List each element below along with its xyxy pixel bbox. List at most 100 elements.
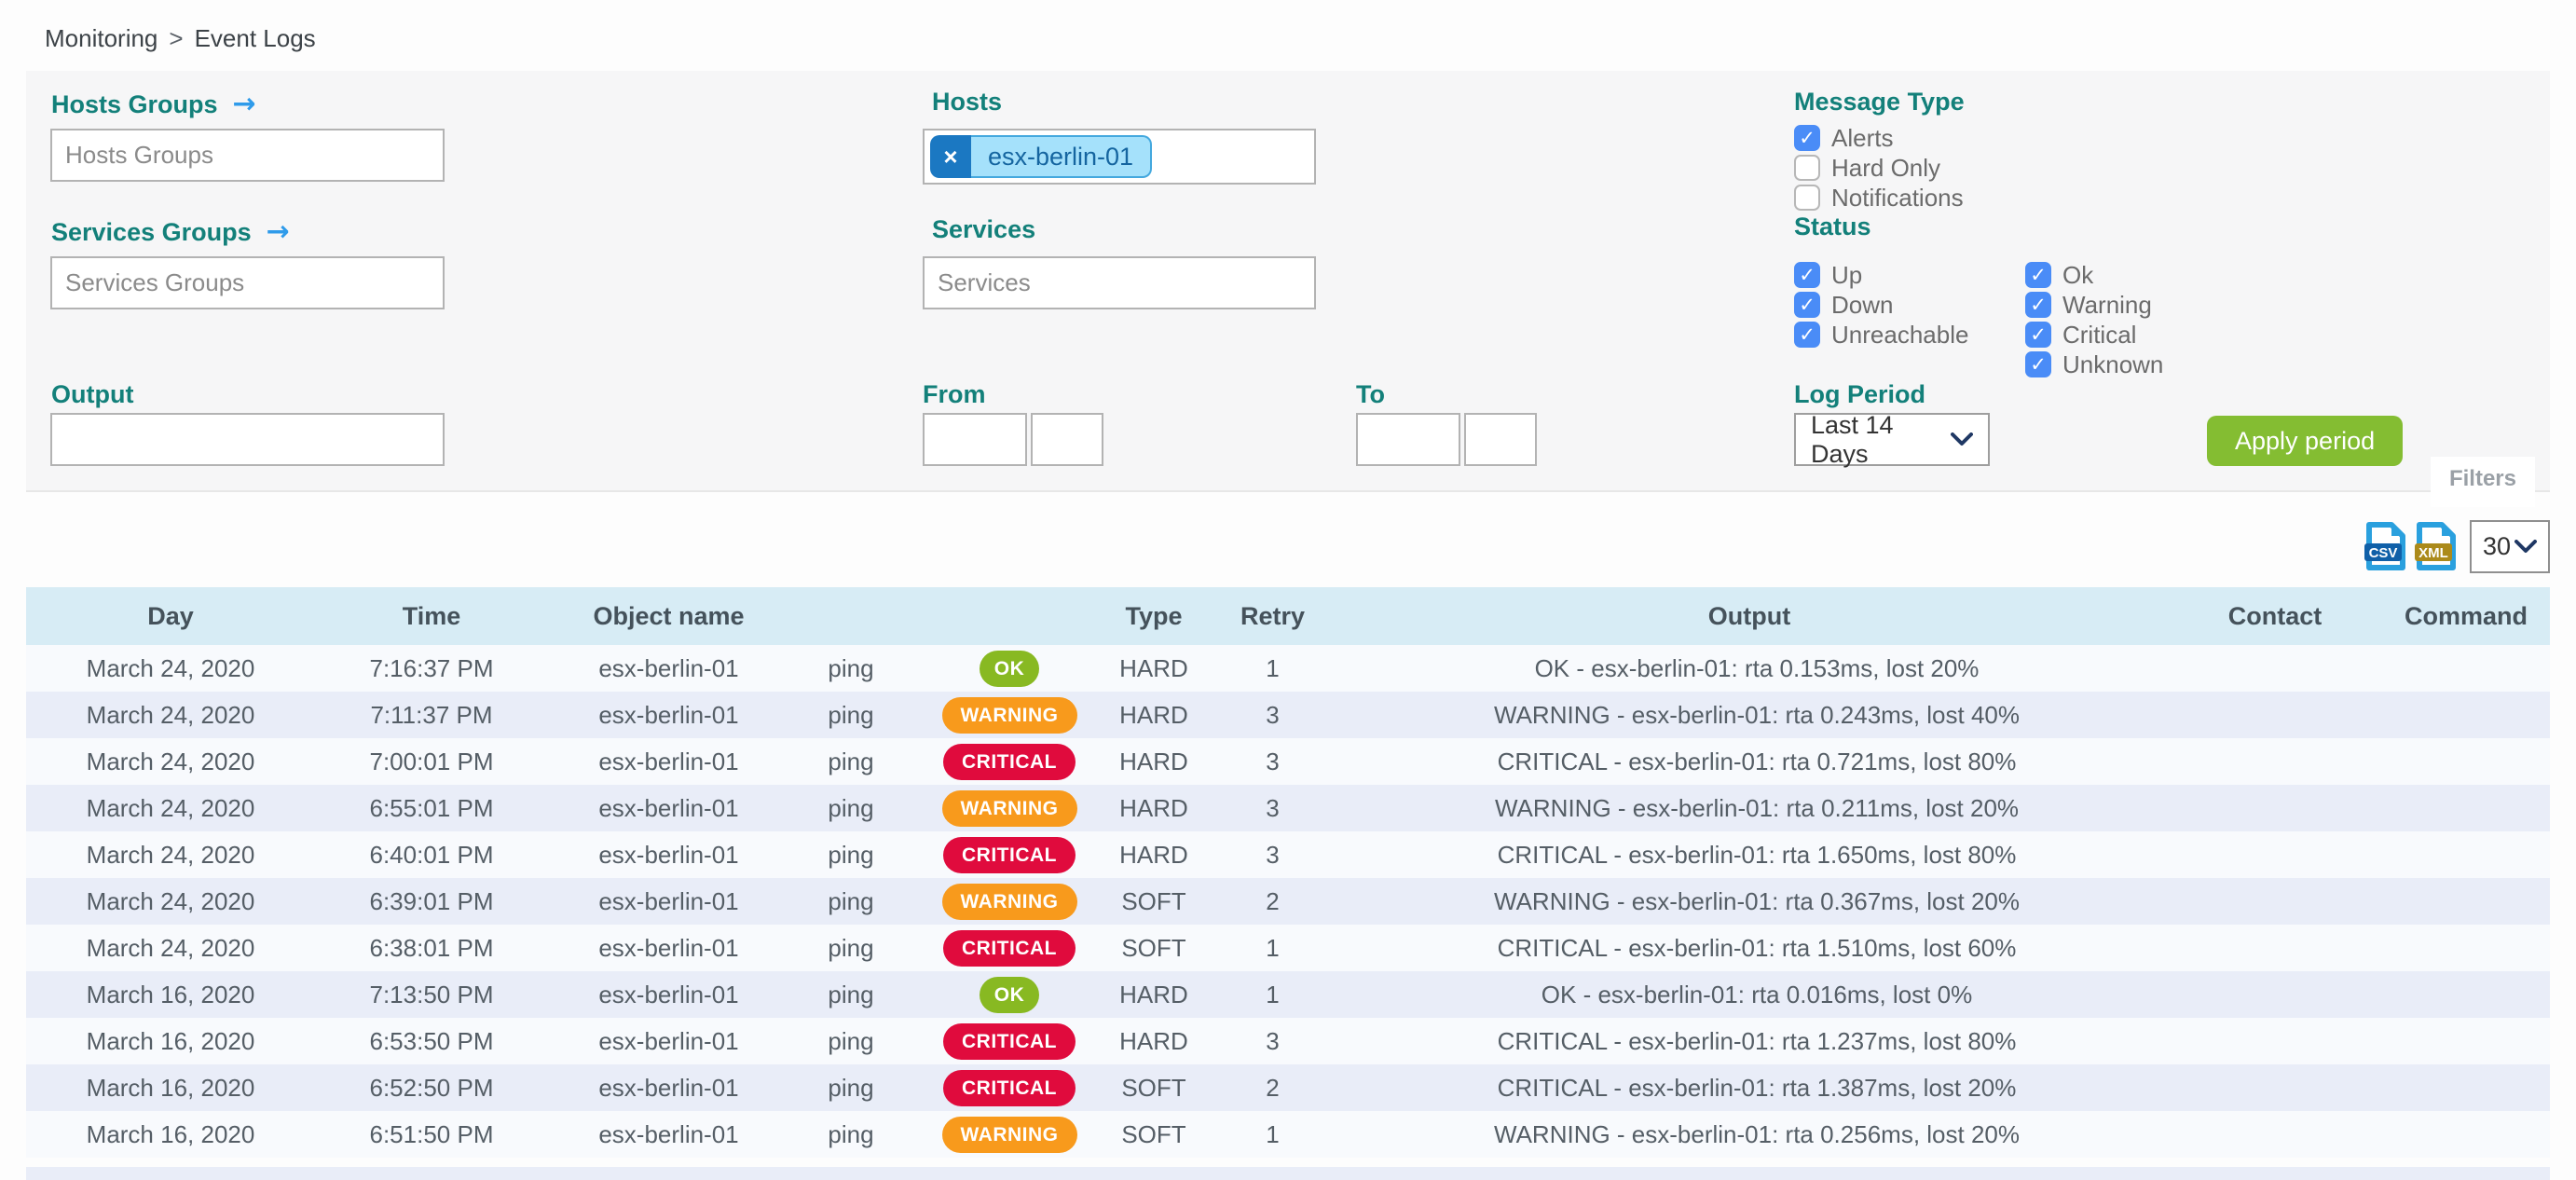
- checkbox-icon[interactable]: [2025, 322, 2051, 348]
- table-row[interactable]: March 24, 2020 7:16:37 PM esx-berlin-01 …: [26, 645, 2550, 692]
- checkbox-icon[interactable]: [1794, 292, 1820, 318]
- cell-object-name[interactable]: esx-berlin-01: [548, 1064, 776, 1111]
- column-header-output[interactable]: Output: [1331, 587, 2168, 645]
- hosts-groups-input[interactable]: [50, 129, 445, 182]
- checkbox-warning[interactable]: Warning: [2025, 290, 2256, 320]
- cell-time: 7:13:50 PM: [315, 971, 548, 1018]
- apply-period-button[interactable]: Apply period: [2207, 416, 2404, 466]
- table-row[interactable]: March 24, 2020 6:55:01 PM esx-berlin-01 …: [26, 785, 2550, 831]
- checkbox-alerts[interactable]: Alerts: [1794, 123, 1964, 153]
- from-date-input[interactable]: [923, 413, 1027, 466]
- checkbox-unknown[interactable]: Unknown: [2025, 350, 2256, 379]
- output-input[interactable]: [50, 413, 445, 466]
- cell-service[interactable]: ping: [776, 1111, 925, 1158]
- from-time-input[interactable]: [1031, 413, 1103, 466]
- checkbox-icon[interactable]: [1794, 185, 1820, 211]
- column-header-day[interactable]: Day: [26, 587, 315, 645]
- column-header-retry[interactable]: Retry: [1214, 587, 1331, 645]
- status-badge: WARNING: [941, 883, 1077, 920]
- cell-object-name[interactable]: esx-berlin-01: [548, 692, 776, 738]
- cell-day: March 16, 2020: [26, 1111, 315, 1158]
- cell-service[interactable]: ping: [776, 831, 925, 878]
- checkbox-icon[interactable]: [1794, 125, 1820, 151]
- cell-service[interactable]: ping: [776, 785, 925, 831]
- page-size-select[interactable]: 30: [2470, 519, 2550, 573]
- table-row[interactable]: March 24, 2020 6:40:01 PM esx-berlin-01 …: [26, 831, 2550, 878]
- checkbox-icon[interactable]: [1794, 262, 1820, 288]
- cell-service[interactable]: ping: [776, 971, 925, 1018]
- status-badge: WARNING: [941, 696, 1077, 734]
- cell-service[interactable]: ping: [776, 738, 925, 785]
- cell-status: WARNING: [925, 878, 1093, 925]
- table-row[interactable]: March 16, 2020 7:13:50 PM esx-berlin-01 …: [26, 971, 2550, 1018]
- cell-service[interactable]: ping: [776, 1064, 925, 1111]
- status-options: Up Down Unreachable Ok Warning Crit: [1794, 260, 2256, 379]
- checkbox-up[interactable]: Up: [1794, 260, 2025, 290]
- column-header-contact[interactable]: Contact: [2168, 587, 2382, 645]
- status-badge: CRITICAL: [943, 1069, 1076, 1106]
- cell-service[interactable]: ping: [776, 645, 925, 692]
- cell-object-name[interactable]: esx-berlin-01: [548, 971, 776, 1018]
- table-row[interactable]: March 16, 2020 6:53:50 PM esx-berlin-01 …: [26, 1018, 2550, 1064]
- cell-service[interactable]: ping: [776, 692, 925, 738]
- cell-time: 6:55:01 PM: [315, 785, 548, 831]
- cell-object-name[interactable]: esx-berlin-01: [548, 831, 776, 878]
- table-row[interactable]: March 24, 2020 6:39:01 PM esx-berlin-01 …: [26, 878, 2550, 925]
- cell-output: WARNING - esx-berlin-01: rta 0.367ms, lo…: [1331, 878, 2168, 925]
- table-row[interactable]: March 16, 2020 6:51:50 PM esx-berlin-01 …: [26, 1111, 2550, 1158]
- cell-service[interactable]: ping: [776, 1018, 925, 1064]
- checkbox-critical[interactable]: Critical: [2025, 320, 2256, 350]
- cell-service[interactable]: ping: [776, 878, 925, 925]
- cell-status: WARNING: [925, 785, 1093, 831]
- xml-export-icon[interactable]: XML: [2414, 521, 2457, 571]
- cell-command: [2382, 738, 2550, 785]
- csv-export-icon[interactable]: CSV: [2364, 521, 2406, 571]
- hosts-input[interactable]: × esx-berlin-01: [923, 129, 1316, 185]
- table-row[interactable]: March 16, 2020 6:52:50 PM esx-berlin-01 …: [26, 1064, 2550, 1111]
- cell-object-name[interactable]: esx-berlin-01: [548, 878, 776, 925]
- cell-day: March 24, 2020: [26, 692, 315, 738]
- cell-object-name[interactable]: esx-berlin-01: [548, 925, 776, 971]
- cell-command: [2382, 971, 2550, 1018]
- checkbox-notifications[interactable]: Notifications: [1794, 183, 1964, 213]
- cell-contact: [2168, 1018, 2382, 1064]
- cell-output: CRITICAL - esx-berlin-01: rta 1.237ms, l…: [1331, 1018, 2168, 1064]
- cell-object-name[interactable]: esx-berlin-01: [548, 1111, 776, 1158]
- checkbox-icon[interactable]: [1794, 322, 1820, 348]
- services-input[interactable]: [923, 256, 1316, 309]
- checkbox-icon[interactable]: [1794, 155, 1820, 181]
- column-header-object-name[interactable]: Object name: [548, 587, 776, 645]
- checkbox-down[interactable]: Down: [1794, 290, 2025, 320]
- table-row[interactable]: March 24, 2020 6:38:01 PM esx-berlin-01 …: [26, 925, 2550, 971]
- checkbox-icon[interactable]: [2025, 292, 2051, 318]
- checkbox-unreachable[interactable]: Unreachable: [1794, 320, 2025, 350]
- hosts-groups-arrow-icon[interactable]: →: [232, 88, 256, 120]
- column-header-type[interactable]: Type: [1093, 587, 1214, 645]
- log-period-select[interactable]: Last 14 Days: [1794, 411, 1990, 468]
- services-groups-arrow-icon[interactable]: →: [266, 215, 290, 248]
- filters-toggle-tab[interactable]: Filters: [2430, 457, 2535, 507]
- cell-output: CRITICAL - esx-berlin-01: rta 1.650ms, l…: [1331, 831, 2168, 878]
- cell-service[interactable]: ping: [776, 925, 925, 971]
- table-row[interactable]: March 24, 2020 7:00:01 PM esx-berlin-01 …: [26, 738, 2550, 785]
- table-row[interactable]: March 24, 2020 7:11:37 PM esx-berlin-01 …: [26, 692, 2550, 738]
- cell-object-name[interactable]: esx-berlin-01: [548, 785, 776, 831]
- breadcrumb-event-logs[interactable]: Event Logs: [194, 24, 316, 52]
- checkbox-ok[interactable]: Ok: [2025, 260, 2256, 290]
- checkbox-icon[interactable]: [2025, 262, 2051, 288]
- column-header-command[interactable]: Command: [2382, 587, 2550, 645]
- cell-retry: 2: [1214, 1064, 1331, 1111]
- chip-remove-icon[interactable]: ×: [930, 135, 971, 178]
- cell-object-name[interactable]: esx-berlin-01: [548, 738, 776, 785]
- checkbox-icon[interactable]: [2025, 351, 2051, 377]
- to-time-input[interactable]: [1464, 413, 1537, 466]
- column-header-time[interactable]: Time: [315, 587, 548, 645]
- to-date-input[interactable]: [1356, 413, 1460, 466]
- cell-object-name[interactable]: esx-berlin-01: [548, 645, 776, 692]
- services-groups-input[interactable]: [50, 256, 445, 309]
- cell-object-name[interactable]: esx-berlin-01: [548, 1018, 776, 1064]
- breadcrumb-monitoring[interactable]: Monitoring: [45, 24, 158, 52]
- cell-retry: 2: [1214, 878, 1331, 925]
- checkbox-hard-only[interactable]: Hard Only: [1794, 153, 1964, 183]
- status-badge: OK: [979, 976, 1040, 1013]
